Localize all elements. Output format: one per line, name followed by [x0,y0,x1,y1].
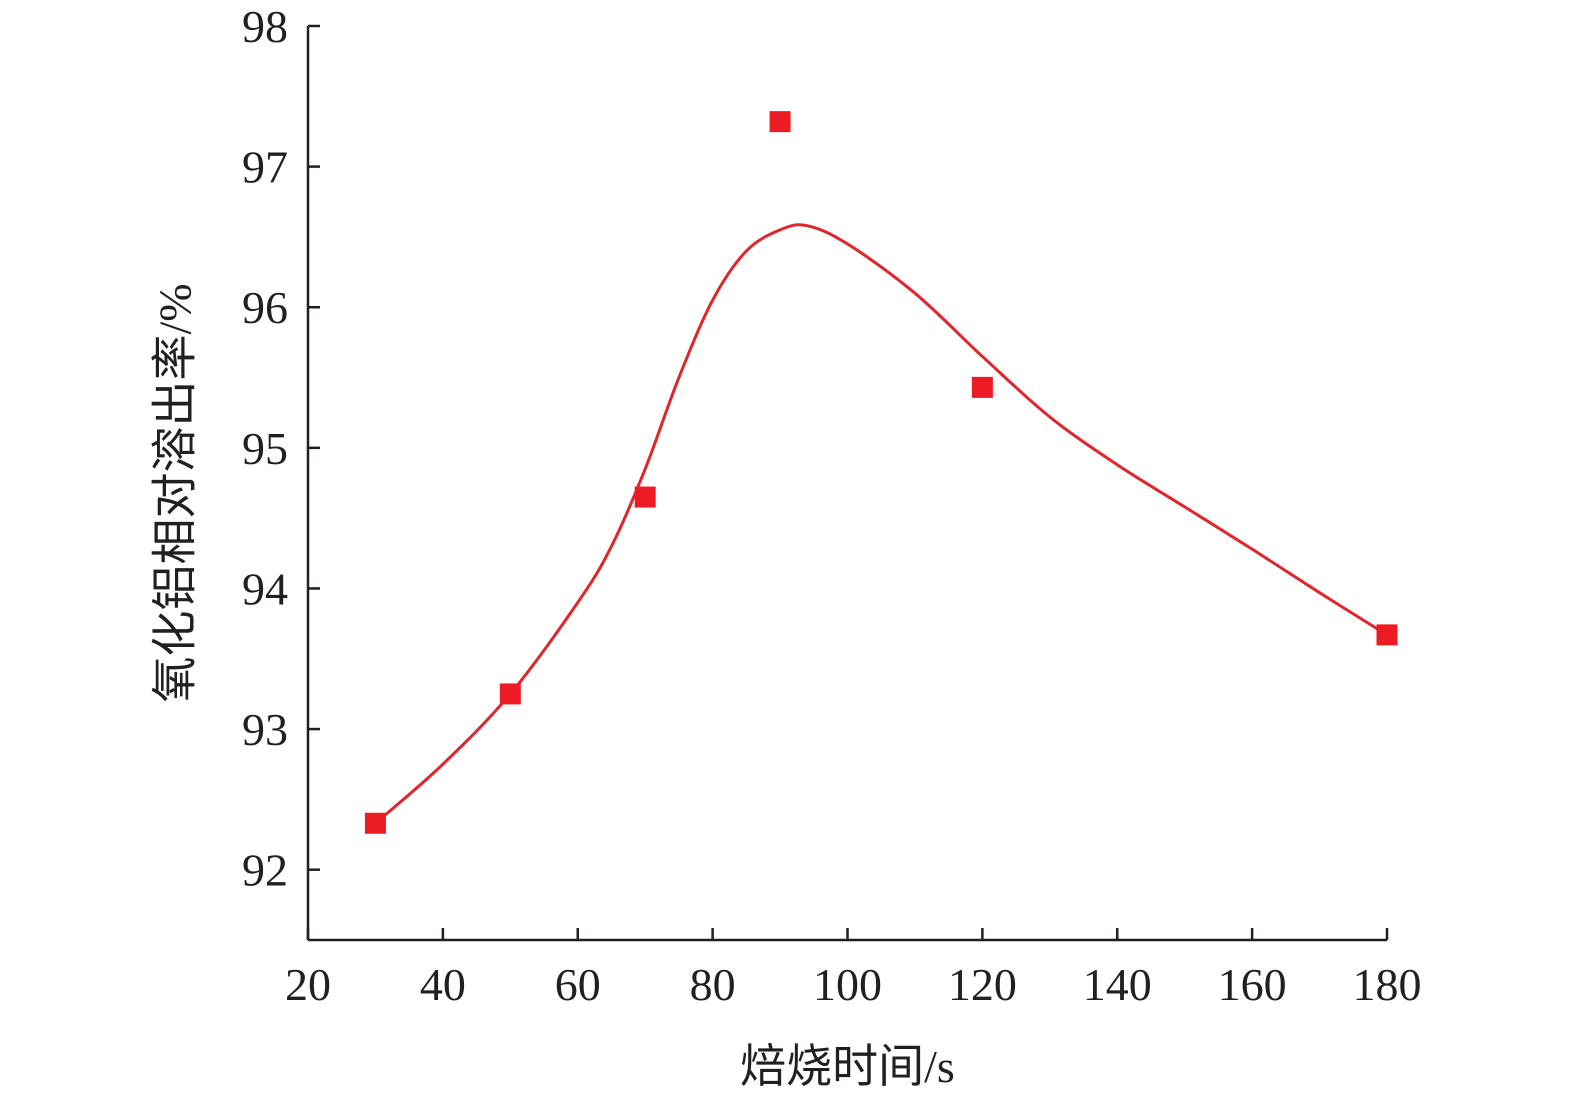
x-tick-label: 20 [285,959,331,1010]
axes [306,26,1387,942]
y-tick-label: 98 [242,1,288,52]
y-axis-title: 氧化铝相对溶出率/% [150,283,201,702]
data-points-layer [364,111,1398,834]
x-tick-label: 40 [420,959,466,1010]
y-tick-label: 96 [242,282,288,333]
y-ticks: 92 93 94 95 96 97 98 [242,1,320,896]
data-point [1376,624,1398,646]
x-ticks: 20 40 60 80 100 120 140 160 180 [285,928,1422,1010]
x-tick-label: 80 [690,959,736,1010]
x-tick-label: 140 [1083,959,1152,1010]
x-axis-title: 焙烧时间/s [740,1041,955,1092]
x-tick-label: 180 [1353,959,1422,1010]
y-tick-label: 94 [242,563,288,614]
y-tick-label: 93 [242,704,288,755]
data-point [634,486,656,508]
fitted-curve [374,223,1388,825]
data-point [769,111,791,133]
x-tick-label: 120 [948,959,1017,1010]
y-tick-label: 95 [242,423,288,474]
data-point [971,376,993,398]
x-tick-label: 60 [555,959,601,1010]
y-tick-label: 97 [242,142,288,193]
fitted-curve-layer [374,223,1388,825]
x-tick-label: 160 [1218,959,1287,1010]
data-point [499,683,521,705]
y-tick-label: 92 [242,845,288,896]
x-tick-label: 100 [813,959,882,1010]
data-point [364,812,386,834]
